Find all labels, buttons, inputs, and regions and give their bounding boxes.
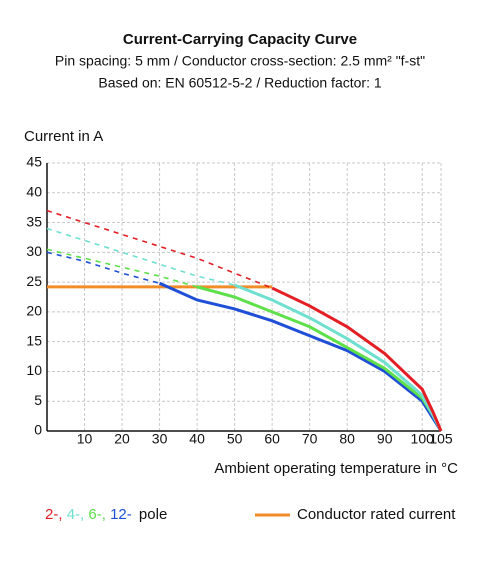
extrapolated-line: [46, 251, 160, 285]
y-tick-label: 30: [26, 243, 42, 259]
x-tick-label: 50: [227, 431, 243, 447]
y-tick-label: 45: [26, 154, 42, 170]
data-line: [234, 283, 443, 432]
x-tick-label: 40: [189, 431, 205, 447]
x-tick-label: 80: [339, 431, 355, 447]
x-tick-label: 90: [377, 431, 393, 447]
legend-entry: 6-,: [88, 506, 106, 523]
y-tick-label: 10: [26, 362, 42, 378]
x-tick-label: 70: [302, 431, 318, 447]
chart-subtitle: Based on: EN 60512-5-2 / Reduction facto…: [98, 75, 381, 91]
chart-subtitle: Pin spacing: 5 mm / Conductor cross-sect…: [55, 53, 425, 69]
y-tick-label: 0: [34, 422, 42, 438]
legend-entry: 4-,: [67, 506, 85, 523]
y-tick-label: 15: [26, 332, 42, 348]
x-tick-label: 10: [77, 431, 93, 447]
legend-entry: 12-: [110, 506, 132, 523]
data-line: [158, 281, 443, 432]
x-axis-label: Ambient operating temperature in °C: [214, 460, 458, 477]
x-tick-label: 100: [411, 431, 435, 447]
x-tick-label: 30: [152, 431, 168, 447]
y-tick-label: 40: [26, 183, 42, 199]
legend-entry: Conductor rated current: [297, 506, 456, 523]
legend: 2-, 4-, 6-, 12- pole: [45, 506, 167, 523]
chart-title: Current-Carrying Capacity Curve: [123, 31, 357, 48]
x-tick-label: 60: [264, 431, 280, 447]
x-tick-label: 20: [114, 431, 130, 447]
data-line: [271, 286, 443, 432]
y-tick-label: 35: [26, 213, 42, 229]
legend-entry: 2-,: [45, 506, 63, 523]
y-tick-label: 25: [26, 273, 42, 289]
y-axis-label: Current in A: [24, 128, 103, 145]
extrapolated-line: [46, 227, 235, 286]
y-tick-label: 20: [26, 303, 42, 319]
y-tick-label: 5: [34, 392, 42, 408]
x-tick-label: 105: [429, 431, 453, 447]
legend-suffix: pole: [139, 506, 167, 523]
